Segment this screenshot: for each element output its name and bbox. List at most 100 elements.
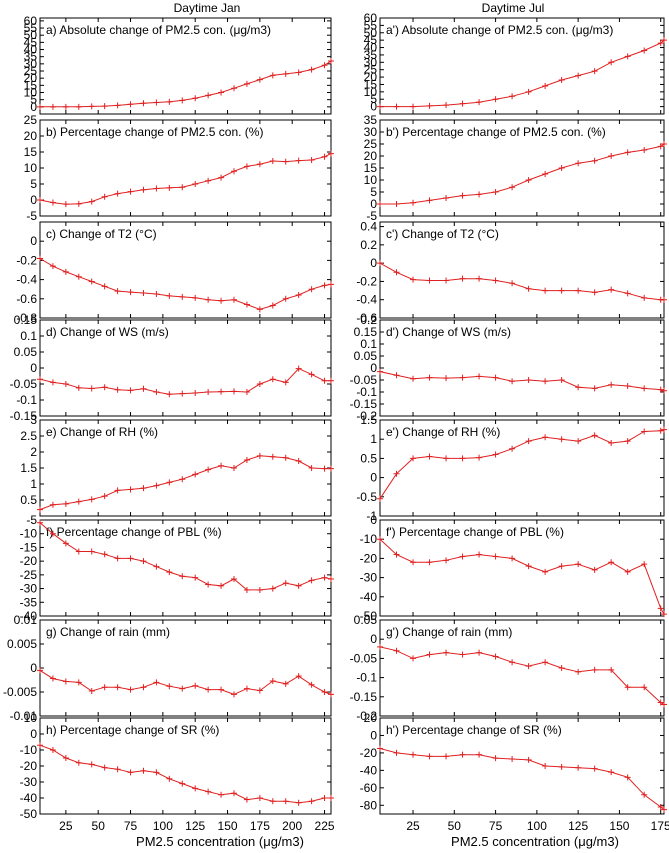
data-point [256,306,263,313]
data-point [282,454,289,461]
data-point [591,68,598,75]
data-point [37,667,43,674]
data-point [459,455,466,462]
y-tick-label: -40 [360,590,378,604]
data-point [443,102,450,109]
data-point [269,585,276,592]
y-tick-label: -25 [20,568,38,582]
data-point [661,141,667,147]
data-point [426,277,433,284]
data-point [476,275,483,282]
data-point [410,199,417,206]
data-point [476,649,483,656]
y-tick-label: 0.2 [360,238,377,252]
y-tick-label: -0.4 [16,273,37,287]
data-point [205,686,212,693]
data-point [243,301,250,308]
data-point [256,381,263,387]
data-point [575,668,582,675]
data-point [525,285,532,292]
data-point [393,269,400,276]
y-tick-label: 35 [364,48,378,62]
data-point [410,455,417,462]
data-point [62,500,69,507]
data-point [328,465,334,472]
y-tick-label: -0.05 [350,373,378,387]
data-point [62,381,69,387]
panel-frame [379,519,665,617]
data-point [295,365,302,372]
data-point [443,375,450,382]
data-point [179,390,186,397]
panel-frame [379,221,665,319]
data-point [179,780,186,787]
data-point [641,791,648,798]
y-tick-label: -0.1 [16,393,37,407]
data-point [140,485,147,492]
data-point [49,501,56,508]
data-point [75,548,82,555]
data-point [256,161,263,168]
chart-panel-15: -80 -60 -40 -20 0 20 h') Percentage change of … [360,711,669,833]
data-point [393,749,400,756]
data-point [509,93,516,100]
y-tick-label: -0.15 [350,690,378,704]
x-tick-label: 75 [124,819,138,833]
data-point [308,577,315,584]
data-point [328,795,334,801]
x-tick-label: 175 [250,819,270,833]
data-point [321,689,328,695]
data-point [657,605,664,612]
data-point [101,493,108,500]
y-tick-label: 1.5 [360,413,377,427]
data-point [140,767,147,774]
data-point [575,287,582,294]
data-point [608,559,615,566]
panel-frame [39,519,332,617]
data-point [410,751,417,758]
data-point [641,684,648,691]
data-point [269,72,276,79]
data-point [256,76,263,83]
data-point [476,751,483,758]
data-point [243,389,250,395]
data-point [37,506,43,513]
panel-label: f') Percentage change of PBL (%) [386,525,564,539]
chart-panel-4: 0.5 1 1.5 2 2.5 3 e) Change of RH (%) [20,413,334,517]
x-axis-label-jan: PM2.5 concentration (μg/m3) [136,834,304,849]
y-tick-label: 0.01 [14,613,38,627]
data-point [179,685,186,692]
panel-label: c') Change of T2 (°C) [386,227,499,241]
y-tick-label: 0.05 [14,345,38,359]
data-point [75,273,82,280]
data-point [459,651,466,658]
y-tick-label: 25 [364,63,378,77]
data-point [328,575,334,582]
data-point [205,466,212,473]
data-point [179,293,186,300]
data-point [282,379,289,386]
data-point [328,377,334,384]
y-tick-label: 0.15 [354,325,378,339]
data-point [525,377,532,383]
data-point [231,168,237,175]
data-point [661,611,667,618]
data-point [591,432,598,439]
x-tick-label: 100 [527,819,547,833]
data-point [140,684,147,691]
series-line [379,262,664,301]
data-point [377,201,383,207]
panel-label: h') Percentage change of SR (%) [386,723,562,737]
y-tick-label: -0.2 [356,409,377,423]
y-tick-label: 10 [24,161,38,175]
data-point [49,675,56,682]
data-point [608,381,615,388]
data-point [75,200,82,207]
data-point [101,283,108,290]
data-point [231,575,237,582]
data-point [591,666,598,673]
data-point [192,181,199,187]
data-point [308,681,315,688]
data-point [542,378,549,385]
